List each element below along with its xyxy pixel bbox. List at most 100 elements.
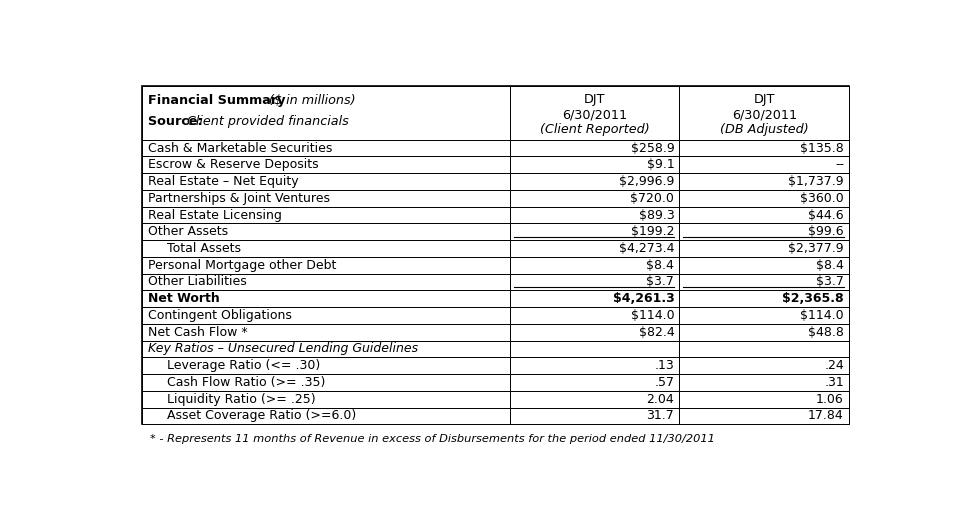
Text: $114.0: $114.0 <box>801 309 844 322</box>
Bar <box>142 223 510 240</box>
Text: Other Liabilities: Other Liabilities <box>148 276 247 288</box>
Text: $720.0: $720.0 <box>631 192 674 205</box>
Text: $199.2: $199.2 <box>631 225 674 238</box>
Text: ($ in millions): ($ in millions) <box>269 94 355 107</box>
Text: 6/30/2011: 6/30/2011 <box>563 108 627 121</box>
Bar <box>142 140 510 157</box>
Text: Personal Mortgage other Debt: Personal Mortgage other Debt <box>148 258 337 272</box>
Text: $99.6: $99.6 <box>808 225 844 238</box>
Bar <box>142 240 510 257</box>
Bar <box>510 324 680 341</box>
Bar <box>510 341 680 357</box>
Text: Escrow & Reserve Deposits: Escrow & Reserve Deposits <box>148 158 319 171</box>
Text: (Client Reported): (Client Reported) <box>540 124 650 136</box>
Bar <box>142 324 510 341</box>
Bar <box>510 407 680 424</box>
Text: Client provided financials: Client provided financials <box>187 115 348 128</box>
Text: $114.0: $114.0 <box>631 309 674 322</box>
Bar <box>680 307 849 324</box>
Bar <box>142 157 510 173</box>
Bar <box>680 291 849 307</box>
Text: $2,996.9: $2,996.9 <box>619 175 674 188</box>
Bar <box>680 157 849 173</box>
Text: --: -- <box>835 158 844 171</box>
Text: Asset Coverage Ratio (>=6.0): Asset Coverage Ratio (>=6.0) <box>167 409 356 422</box>
Text: $3.7: $3.7 <box>816 276 844 288</box>
Bar <box>680 140 849 157</box>
Bar <box>142 357 510 374</box>
Bar <box>680 357 849 374</box>
Bar <box>680 391 849 407</box>
Bar <box>680 86 849 140</box>
Bar <box>680 240 849 257</box>
Bar <box>142 273 510 291</box>
Text: $48.8: $48.8 <box>808 326 844 339</box>
Bar <box>510 223 680 240</box>
Bar <box>680 407 849 424</box>
Text: 6/30/2011: 6/30/2011 <box>732 108 797 121</box>
Text: Liquidity Ratio (>= .25): Liquidity Ratio (>= .25) <box>167 393 316 406</box>
Bar <box>510 140 680 157</box>
Bar <box>680 207 849 223</box>
Text: $4,273.4: $4,273.4 <box>619 242 674 255</box>
Bar <box>510 291 680 307</box>
Text: DJT: DJT <box>754 93 775 106</box>
Text: .57: .57 <box>655 376 674 389</box>
Text: Total Assets: Total Assets <box>167 242 241 255</box>
Text: 2.04: 2.04 <box>646 393 674 406</box>
Bar <box>510 86 680 140</box>
Bar <box>142 173 510 190</box>
Text: $360.0: $360.0 <box>801 192 844 205</box>
Text: $8.4: $8.4 <box>816 258 844 272</box>
Bar <box>680 273 849 291</box>
Bar <box>510 190 680 207</box>
Text: $82.4: $82.4 <box>638 326 674 339</box>
Bar <box>510 157 680 173</box>
Text: Net Cash Flow *: Net Cash Flow * <box>148 326 248 339</box>
Text: Net Worth: Net Worth <box>148 292 220 305</box>
Bar <box>680 257 849 273</box>
Text: Financial Summary: Financial Summary <box>148 94 295 107</box>
Bar <box>510 307 680 324</box>
Bar <box>142 391 510 407</box>
Text: Other Assets: Other Assets <box>148 225 228 238</box>
Bar <box>510 257 680 273</box>
Bar <box>680 173 849 190</box>
Text: (DB Adjusted): (DB Adjusted) <box>720 124 808 136</box>
Text: $44.6: $44.6 <box>808 208 844 221</box>
Bar <box>142 86 849 424</box>
Text: $135.8: $135.8 <box>801 142 844 155</box>
Text: Cash & Marketable Securities: Cash & Marketable Securities <box>148 142 333 155</box>
Bar <box>680 190 849 207</box>
Bar <box>680 341 849 357</box>
Text: .13: .13 <box>655 359 674 372</box>
Bar <box>510 173 680 190</box>
Bar <box>510 273 680 291</box>
Text: $2,377.9: $2,377.9 <box>788 242 844 255</box>
Bar <box>142 257 510 273</box>
Text: $3.7: $3.7 <box>646 276 674 288</box>
Text: $89.3: $89.3 <box>638 208 674 221</box>
Text: $9.1: $9.1 <box>646 158 674 171</box>
Bar <box>510 391 680 407</box>
Text: * - Represents 11 months of Revenue in excess of Disbursements for the period en: * - Represents 11 months of Revenue in e… <box>150 434 714 444</box>
Text: $258.9: $258.9 <box>631 142 674 155</box>
Text: Cash Flow Ratio (>= .35): Cash Flow Ratio (>= .35) <box>167 376 325 389</box>
Text: 31.7: 31.7 <box>646 409 674 422</box>
Bar <box>142 407 510 424</box>
Text: .24: .24 <box>825 359 844 372</box>
Bar <box>142 307 510 324</box>
Bar <box>680 223 849 240</box>
Text: 1.06: 1.06 <box>816 393 844 406</box>
Bar <box>680 324 849 341</box>
Bar <box>510 357 680 374</box>
Text: Real Estate Licensing: Real Estate Licensing <box>148 208 282 221</box>
Text: 17.84: 17.84 <box>808 409 844 422</box>
Text: Leverage Ratio (<= .30): Leverage Ratio (<= .30) <box>167 359 320 372</box>
Text: Source:: Source: <box>148 115 207 128</box>
Text: Real Estate – Net Equity: Real Estate – Net Equity <box>148 175 299 188</box>
Bar <box>510 240 680 257</box>
Bar <box>680 374 849 391</box>
Text: DJT: DJT <box>584 93 606 106</box>
Text: Contingent Obligations: Contingent Obligations <box>148 309 292 322</box>
